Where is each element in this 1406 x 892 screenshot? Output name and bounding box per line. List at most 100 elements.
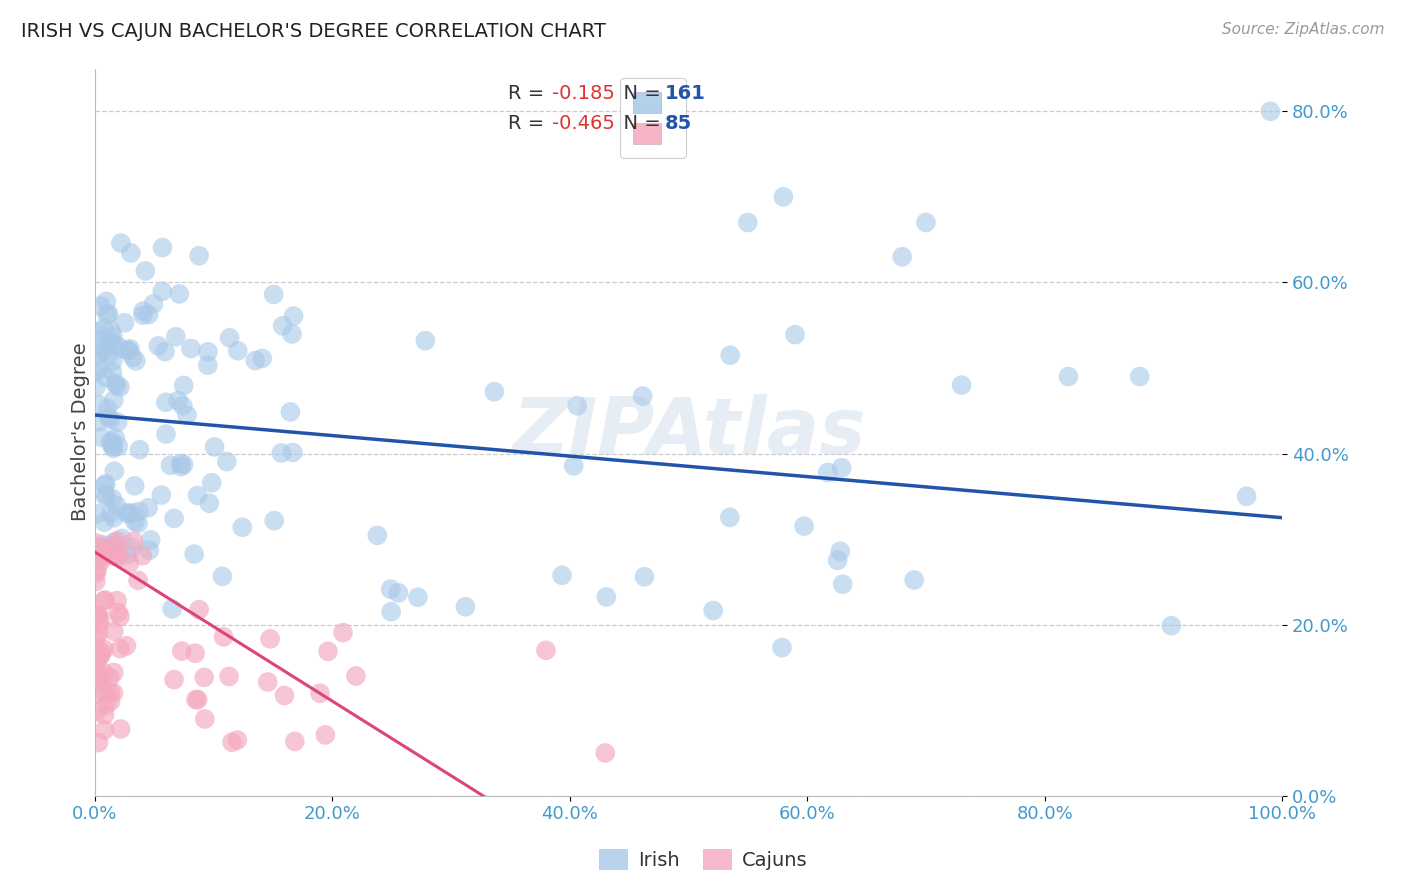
Point: [110, 342, 132, 356]
Point: [103, 624, 125, 639]
Legend: Irish, Cajuns: Irish, Cajuns: [591, 841, 815, 878]
Point: [180, 342, 202, 356]
Text: R =: R =: [508, 85, 550, 103]
Point: [160, 602, 183, 616]
Point: [114, 316, 136, 330]
Point: [84, 365, 107, 379]
Point: [454, 599, 477, 614]
Point: [108, 380, 131, 394]
Point: [1129, 369, 1152, 384]
Point: [87, 735, 110, 749]
Point: [93, 593, 115, 607]
Point: [159, 458, 181, 473]
Point: [96, 294, 118, 309]
Point: [170, 459, 193, 474]
Point: [97, 307, 120, 321]
Point: [127, 516, 149, 531]
Point: [87, 608, 110, 623]
Point: [105, 533, 128, 548]
Point: [84, 536, 107, 550]
Point: [84, 671, 107, 685]
Text: N =: N =: [612, 113, 668, 133]
Point: [226, 733, 249, 747]
Point: [115, 506, 138, 520]
Point: [96, 308, 118, 322]
Point: [84, 380, 107, 394]
Point: [263, 287, 285, 301]
Point: [169, 286, 191, 301]
Point: [93, 321, 115, 335]
Point: [90, 677, 112, 691]
Point: [309, 686, 332, 700]
Point: [120, 506, 142, 520]
Point: [915, 215, 938, 229]
Point: [772, 190, 794, 204]
Point: [183, 547, 205, 561]
Point: [94, 370, 117, 384]
Point: [631, 389, 654, 403]
Point: [111, 532, 134, 546]
Point: [534, 643, 557, 657]
Point: [86, 607, 108, 622]
Point: [173, 378, 195, 392]
Point: [198, 496, 221, 510]
Point: [89, 671, 111, 685]
Point: [1260, 104, 1282, 119]
Point: [170, 644, 193, 658]
Point: [283, 309, 305, 323]
Point: [415, 334, 437, 348]
Point: [93, 707, 115, 722]
Point: [100, 324, 122, 338]
Point: [150, 285, 173, 299]
Point: [218, 331, 240, 345]
Point: [163, 511, 186, 525]
Point: [107, 606, 129, 620]
Point: [105, 338, 128, 352]
Point: [97, 539, 120, 553]
Point: [84, 574, 107, 589]
Point: [184, 692, 207, 706]
Point: [1160, 618, 1182, 632]
Point: [148, 339, 170, 353]
Point: [406, 591, 429, 605]
Point: [86, 657, 108, 672]
Point: [104, 431, 127, 445]
Point: [103, 442, 125, 456]
Text: 85: 85: [665, 113, 692, 133]
Point: [170, 456, 193, 470]
Point: [94, 542, 117, 557]
Point: [101, 365, 124, 379]
Point: [280, 405, 302, 419]
Point: [105, 593, 128, 607]
Point: [783, 327, 806, 342]
Point: [132, 304, 155, 318]
Point: [127, 574, 149, 588]
Point: [136, 500, 159, 515]
Point: [101, 354, 124, 368]
Point: [115, 639, 138, 653]
Point: [86, 652, 108, 666]
Point: [718, 510, 741, 524]
Point: [117, 343, 139, 358]
Point: [105, 499, 128, 513]
Point: [231, 520, 253, 534]
Point: [891, 250, 914, 264]
Point: [87, 541, 110, 555]
Point: [94, 593, 117, 607]
Point: [87, 415, 110, 429]
Point: [188, 249, 211, 263]
Point: [122, 534, 145, 549]
Point: [87, 626, 110, 640]
Text: 161: 161: [665, 85, 706, 103]
Point: [817, 466, 839, 480]
Point: [100, 412, 122, 426]
Point: [86, 549, 108, 564]
Point: [108, 548, 131, 562]
Point: [718, 348, 741, 362]
Point: [84, 705, 107, 719]
Point: [84, 566, 107, 581]
Point: [793, 519, 815, 533]
Point: [87, 673, 110, 687]
Point: [595, 590, 617, 604]
Point: [98, 671, 121, 685]
